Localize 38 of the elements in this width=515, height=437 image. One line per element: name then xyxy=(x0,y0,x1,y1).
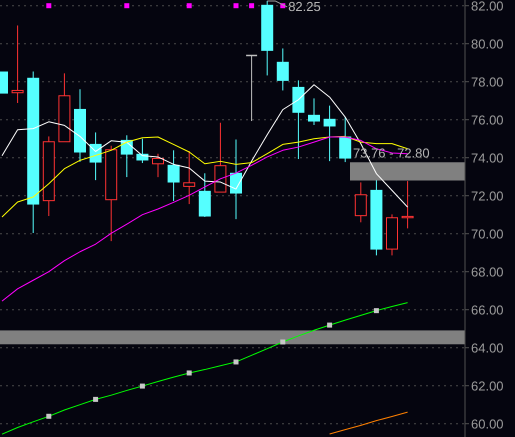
y-tick-label: 64.00 xyxy=(471,340,504,356)
point xyxy=(374,308,379,314)
annotation: 82.25 xyxy=(288,0,321,14)
candlestick xyxy=(152,153,164,178)
line-series xyxy=(329,412,408,434)
point xyxy=(234,359,238,364)
candlestick xyxy=(339,116,352,163)
candlestick xyxy=(245,54,258,122)
point xyxy=(186,370,192,376)
candlestick xyxy=(183,150,196,205)
candlestick xyxy=(276,48,289,91)
candlestick xyxy=(354,182,367,223)
point xyxy=(327,322,332,328)
y-tick-label: 72.00 xyxy=(471,188,504,204)
point xyxy=(124,3,130,8)
y-tick-label: 74.00 xyxy=(471,150,504,166)
candlestick xyxy=(168,150,180,202)
candlestick xyxy=(324,105,336,162)
point xyxy=(234,3,238,8)
point xyxy=(46,414,52,419)
point xyxy=(186,3,192,8)
y-tick-label: 68.00 xyxy=(471,264,504,280)
y-tick-label: 78.00 xyxy=(471,74,504,90)
y-tick-label: 62.00 xyxy=(471,378,504,394)
candlestick xyxy=(12,24,24,104)
y-tick-label: 76.00 xyxy=(471,112,504,128)
point xyxy=(93,396,98,402)
point xyxy=(140,384,145,389)
line-series xyxy=(2,302,408,435)
point xyxy=(249,3,254,8)
y-tick-label: 66.00 xyxy=(471,302,504,318)
y-tick-label: 82.00 xyxy=(471,0,504,14)
point xyxy=(46,3,52,8)
y-tick-label: 80.00 xyxy=(471,36,504,52)
y-tick-label: 60.00 xyxy=(471,416,504,432)
point xyxy=(280,340,286,344)
candlestick xyxy=(308,98,320,126)
y-tick-label: 70.00 xyxy=(471,226,504,242)
